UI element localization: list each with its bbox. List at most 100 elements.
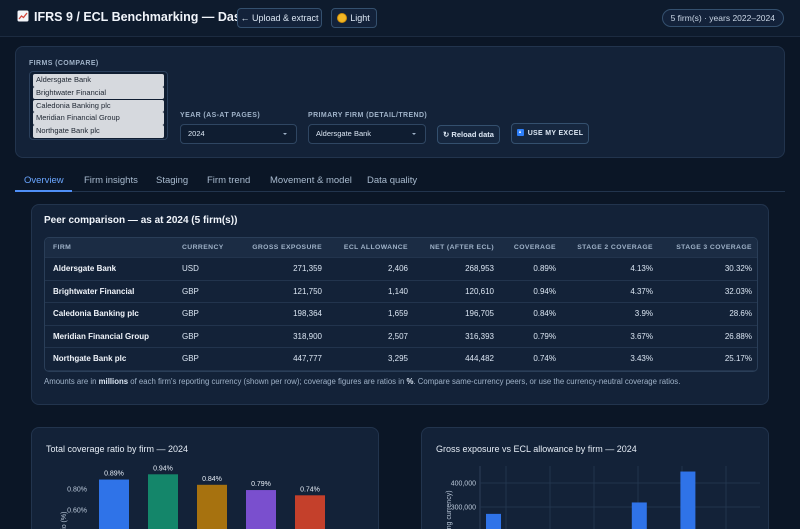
cell-net: 120,610 — [465, 286, 494, 296]
cell-gross-exposure: 271,359 — [293, 264, 322, 273]
y-axis-label: porting currency) — [446, 490, 453, 529]
gross-exposure-bar — [680, 471, 696, 529]
firms-label: FIRMS (COMPARE) — [29, 60, 99, 67]
app-title: IFRS 9 / ECL Benchmarking — Dashboard — [17, 10, 283, 24]
primary-firm-value: Aldersgate Bank — [316, 129, 372, 138]
tab-data-quality[interactable]: Data quality — [367, 175, 418, 186]
chevron-down-icon — [283, 133, 287, 135]
coverage-bar — [99, 479, 129, 529]
chevron-down-icon — [412, 133, 416, 135]
tab-bar: Overview Firm insights Staging Firm tren… — [15, 170, 785, 192]
tab-movement-model[interactable]: Movement & model — [270, 175, 352, 186]
coverage-bar — [197, 484, 227, 529]
cell-stage3-coverage: 26.88% — [724, 331, 752, 341]
peer-table: FIRM CURRENCY GROSS EXPOSURE ECL ALLOWAN… — [44, 237, 758, 372]
peer-comparison-title: Peer comparison — as at 2024 (5 firm(s)) — [44, 215, 238, 226]
coverage-data-label: 0.74% — [300, 486, 320, 493]
coverage-bar — [295, 495, 325, 529]
cell-firm: Meridian Financial Group — [53, 331, 150, 341]
cell-stage2-coverage: 4.13% — [630, 264, 653, 273]
peer-footnote: Amounts are in millions of each firm's r… — [44, 377, 680, 386]
cell-coverage: 0.79% — [533, 331, 556, 341]
cell-coverage: 0.74% — [533, 354, 556, 364]
cell-ecl-allowance: 2,406 — [387, 264, 408, 273]
reload-data-button[interactable]: ↻ Reload data — [437, 125, 500, 144]
y-axis-label: ratio (%) — [61, 512, 68, 529]
chart-icon — [17, 10, 29, 22]
tab-overview[interactable]: Overview — [24, 175, 64, 186]
primary-firm-label: PRIMARY FIRM (DETAIL/TREND) — [308, 112, 428, 119]
cell-gross-exposure: 121,750 — [293, 286, 322, 296]
tab-firm-insights[interactable]: Firm insights — [84, 175, 138, 186]
firm-option[interactable]: Brightwater Financial — [33, 86, 164, 100]
col-header-coverage: COVERAGE — [513, 244, 556, 251]
theme-toggle-button[interactable]: Light — [331, 8, 377, 28]
cell-stage3-coverage: 28.6% — [729, 309, 752, 319]
footnote-text: Amounts are in — [44, 377, 99, 386]
use-my-excel-label: USE MY EXCEL — [527, 130, 584, 137]
table-row: Meridian Financial Group GBP 318,900 2,507 3… — [45, 326, 757, 349]
coverage-data-label: 0.94% — [153, 465, 173, 472]
footnote-emphasis: millions — [98, 377, 129, 386]
col-header-net: NET (AFTER ECL) — [429, 244, 494, 251]
cell-ecl-allowance: 1,140 — [387, 286, 408, 296]
coverage-bar — [246, 490, 276, 529]
cell-coverage: 0.89% — [533, 264, 556, 273]
cell-net: 196,705 — [465, 309, 494, 319]
y-tick-label: 300,000 — [451, 505, 476, 512]
cell-ecl-allowance: 2,507 — [387, 331, 408, 341]
cell-currency: USD — [182, 264, 199, 273]
exposure-chart-card: Gross exposure vs ECL allowance by firm … — [421, 427, 769, 529]
col-header-stage2: STAGE 2 COVERAGE — [577, 244, 653, 251]
peer-comparison-card: Peer comparison — as at 2024 (5 firm(s))… — [31, 204, 769, 405]
cell-currency: GBP — [182, 309, 199, 319]
cell-ecl-allowance: 3,295 — [387, 354, 408, 364]
tab-staging[interactable]: Staging — [156, 175, 189, 186]
coverage-data-label: 0.79% — [251, 481, 271, 488]
footnote-text: . Compare same-currency peers, or use th… — [413, 377, 681, 386]
top-bar: IFRS 9 / ECL Benchmarking — Dashboard ← … — [0, 0, 800, 37]
cell-net: 316,393 — [465, 331, 494, 341]
primary-firm-select[interactable]: Aldersgate Bank — [308, 124, 426, 144]
exposure-chart-title: Gross exposure vs ECL allowance by firm … — [436, 444, 637, 454]
sun-icon — [338, 14, 347, 22]
cell-stage2-coverage: 4.37% — [630, 286, 653, 296]
col-header-currency: CURRENCY — [182, 244, 224, 251]
cell-coverage: 0.84% — [533, 309, 556, 319]
cell-net: 444,482 — [465, 354, 494, 364]
firms-multiselect[interactable]: Aldersgate Bank Brightwater Financial Ca… — [29, 71, 168, 140]
cell-stage2-coverage: 3.9% — [634, 309, 653, 319]
firm-option[interactable]: Northgate Bank plc — [33, 125, 164, 138]
year-select[interactable]: 2024 — [180, 124, 297, 144]
cell-net: 268,953 — [465, 264, 494, 273]
gross-exposure-bar — [631, 502, 647, 529]
cell-currency: GBP — [182, 286, 199, 296]
app-title-text: IFRS 9 / ECL Benchmarking — Dashboard — [34, 10, 284, 24]
col-header-ecl-allowance: ECL ALLOWANCE — [343, 244, 408, 251]
col-header-stage3: STAGE 3 COVERAGE — [676, 244, 752, 251]
y-tick-label: 0.60% — [67, 508, 87, 515]
table-header-row: FIRM CURRENCY GROSS EXPOSURE ECL ALLOWAN… — [45, 238, 757, 258]
firm-summary-badge: 5 firm(s) · years 2022–2024 — [661, 9, 784, 27]
coverage-chart-card: Total coverage ratio by firm — 2024 0.80… — [31, 427, 379, 529]
cell-currency: GBP — [182, 331, 199, 341]
upload-icon — [516, 129, 524, 136]
cell-gross-exposure: 198,364 — [293, 309, 322, 319]
upload-extract-button[interactable]: ← Upload & extract — [237, 8, 322, 28]
controls-panel: FIRMS (COMPARE) Aldersgate Bank Brightwa… — [15, 46, 785, 158]
cell-stage3-coverage: 30.32% — [724, 264, 752, 273]
year-label: YEAR (AS-AT PAGES) — [180, 112, 261, 119]
cell-gross-exposure: 318,900 — [293, 331, 322, 341]
table-row: Northgate Bank plc GBP 447,777 3,295 444,482… — [45, 348, 757, 371]
firm-option[interactable]: Caledonia Banking plc — [33, 99, 164, 113]
firm-option[interactable]: Meridian Financial Group — [33, 112, 164, 125]
table-row: Aldersgate Bank USD 271,359 2,406 268,953 0.8… — [45, 258, 757, 281]
use-my-excel-button[interactable]: USE MY EXCEL — [511, 123, 589, 144]
firm-option[interactable]: Aldersgate Bank — [33, 74, 164, 87]
cell-coverage: 0.94% — [533, 286, 556, 296]
coverage-chart-title: Total coverage ratio by firm — 2024 — [46, 444, 189, 454]
footnote-text: of each firm's reporting currency (shown… — [128, 377, 407, 386]
cell-firm: Aldersgate Bank — [53, 264, 117, 273]
tab-firm-trend[interactable]: Firm trend — [207, 175, 251, 186]
